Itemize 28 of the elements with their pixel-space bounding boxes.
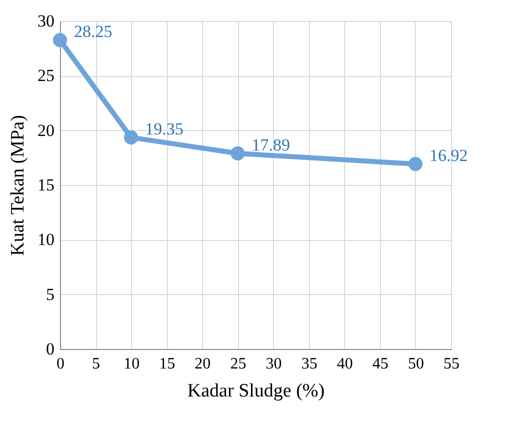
y-tick-label: 5 [46, 284, 54, 304]
x-tick-label: 55 [444, 356, 460, 372]
data-label: 19.35 [145, 119, 184, 138]
point [124, 130, 138, 144]
y-tick-label: 25 [38, 66, 54, 86]
y-tick-label: 0 [46, 340, 54, 358]
x-tick-label: 30 [266, 356, 282, 372]
y-axis-title: Kuat Tekan (MPa) [8, 115, 28, 256]
x-tick-label: 10 [124, 356, 140, 372]
x-tick-label: 20 [194, 356, 211, 372]
y-tick-label: 15 [38, 176, 54, 194]
x-tick-label: 25 [230, 356, 246, 372]
x-tick-label: 5 [92, 356, 100, 372]
point [408, 156, 423, 172]
y-tick-label: 20 [38, 120, 54, 140]
x-tick-label: 40 [336, 356, 353, 372]
point [230, 146, 245, 160]
data-label: 17.89 [252, 135, 290, 154]
x-tick-label: 15 [159, 356, 176, 372]
x-axis-title: Kadar Sludge (%) [187, 380, 325, 402]
data-label: 28.25 [74, 22, 112, 42]
x-tick-label: 50 [408, 356, 424, 372]
y-tick-label: 30 [38, 12, 54, 30]
y-tick-label: 10 [38, 230, 54, 250]
point [52, 33, 68, 48]
x-tick-label: 35 [301, 356, 318, 372]
x-tick-label: 45 [372, 356, 388, 372]
data-label: 16.92 [429, 146, 468, 166]
